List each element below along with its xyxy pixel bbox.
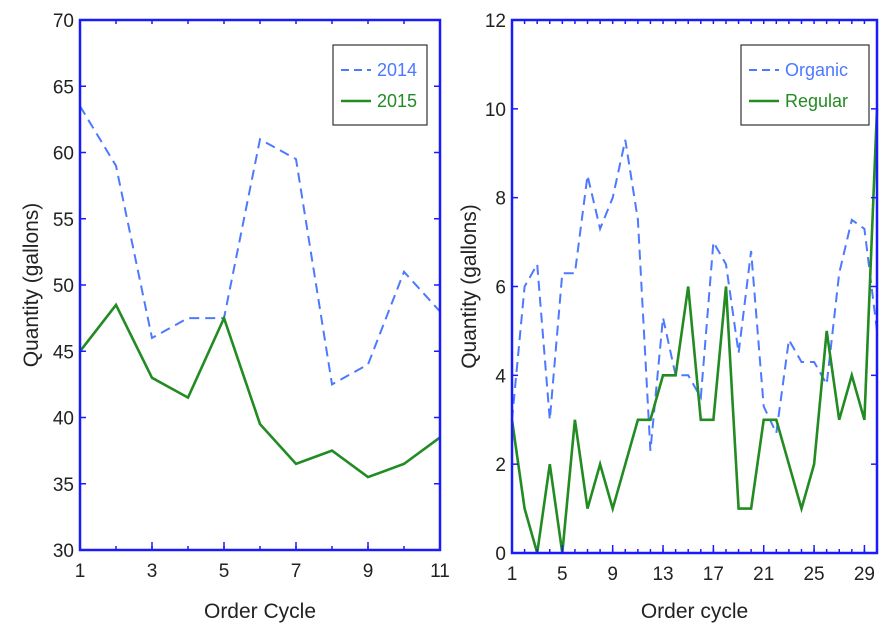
chart-right: 0 2 4 6 8 10 12 1 5 9 13 17 21 25 29 Order cycle Quantit… xyxy=(458,11,879,623)
x-tick-label: 5 xyxy=(557,564,568,585)
series-line-organic xyxy=(511,139,878,451)
y-tick-label: 55 xyxy=(53,210,74,231)
legend: Organic Regular xyxy=(740,44,870,126)
series-line-regular xyxy=(510,108,879,554)
y-tick-label: 12 xyxy=(485,11,506,32)
legend-box xyxy=(332,44,428,126)
x-tick-label: 9 xyxy=(363,561,374,582)
x-axis-label: Order Cycle xyxy=(204,600,316,623)
x-axis-label: Order cycle xyxy=(641,600,748,623)
series-line-2014 xyxy=(79,105,441,386)
legend-label-2015: 2015 xyxy=(377,91,417,111)
x-tick-label: 7 xyxy=(291,561,302,582)
y-tick-label: 60 xyxy=(53,144,74,165)
x-tick-label: 9 xyxy=(607,564,618,585)
y-tick-label: 10 xyxy=(485,100,506,121)
legend-label-regular: Regular xyxy=(785,91,848,111)
x-tick-label: 13 xyxy=(652,564,673,585)
y-tick-label: 2 xyxy=(495,455,506,476)
y-tick-label: 35 xyxy=(53,475,74,496)
y-axis-label: Quantity (gallons) xyxy=(458,204,481,369)
y-tick-label: 4 xyxy=(495,366,506,387)
legend-label-organic: Organic xyxy=(785,60,848,80)
x-tick-label: 25 xyxy=(803,564,824,585)
x-tick-label: 3 xyxy=(147,561,158,582)
y-tick-label: 45 xyxy=(53,342,74,363)
legend-box xyxy=(740,44,870,126)
x-tick-label: 29 xyxy=(854,564,875,585)
y-tick-label: 8 xyxy=(495,189,506,210)
y-tick-label: 0 xyxy=(495,544,506,565)
x-tick-label: 17 xyxy=(703,564,724,585)
legend-label-2014: 2014 xyxy=(377,60,417,80)
legend: 2014 2015 xyxy=(332,44,428,126)
y-axis-label: Quantity (gallons) xyxy=(20,203,43,368)
y-tick-label: 6 xyxy=(495,278,506,299)
y-tick-label: 70 xyxy=(53,11,74,32)
series-line-2015 xyxy=(78,302,441,479)
x-tick-label: 1 xyxy=(75,561,86,582)
x-tick-label: 1 xyxy=(507,564,518,585)
y-tick-label: 50 xyxy=(53,276,74,297)
x-tick-label: 21 xyxy=(753,564,774,585)
y-tick-label: 65 xyxy=(53,77,74,98)
y-tick-label: 30 xyxy=(53,541,74,562)
x-tick-label: 11 xyxy=(430,561,450,582)
x-tick-label: 5 xyxy=(219,561,230,582)
y-tick-label: 40 xyxy=(53,409,74,430)
